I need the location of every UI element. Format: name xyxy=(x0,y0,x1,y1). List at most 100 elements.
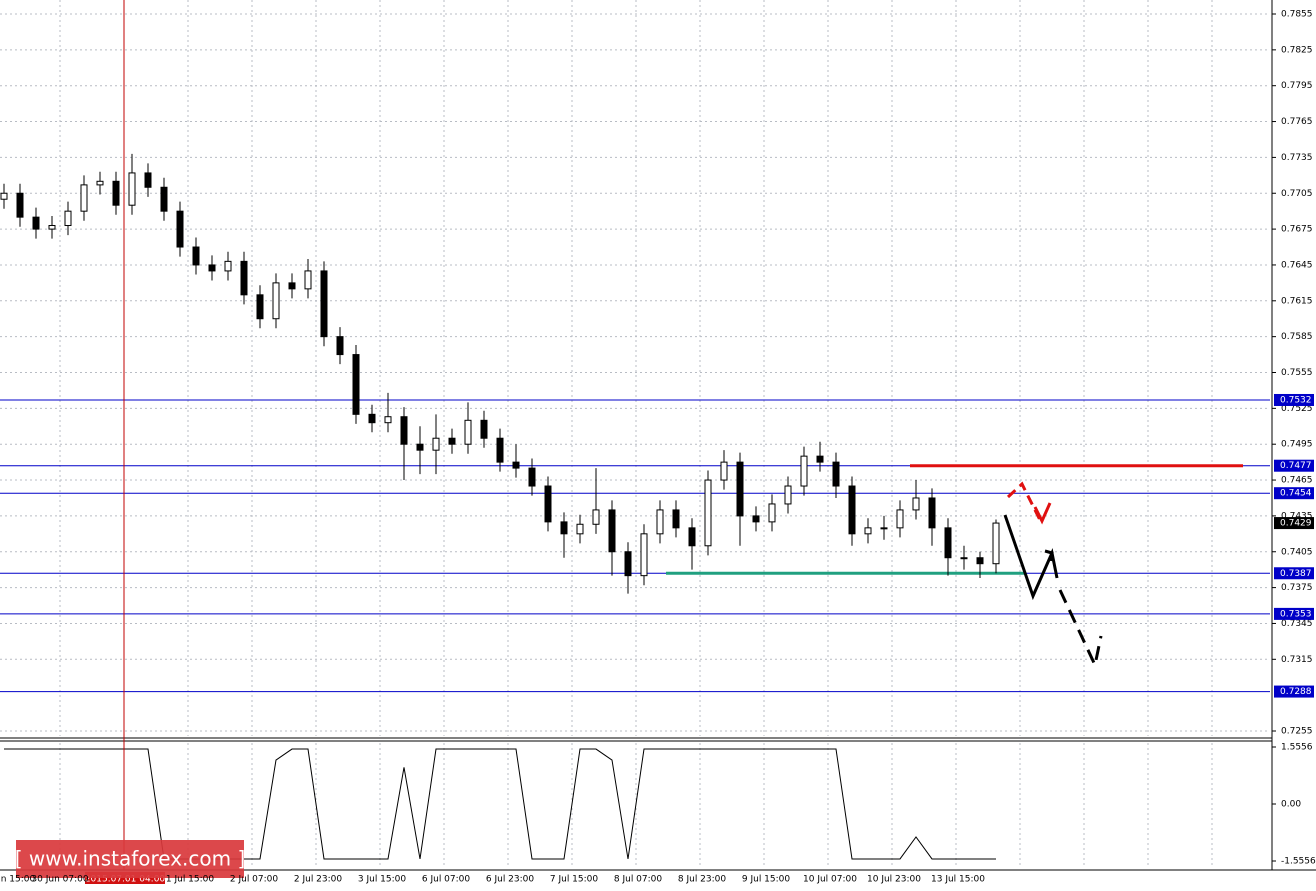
candle-body xyxy=(256,294,264,320)
candle-body xyxy=(352,354,360,415)
candle-body xyxy=(704,479,712,547)
y-tick-label: 0.00 xyxy=(1281,800,1301,810)
watermark-box xyxy=(16,840,244,878)
candle-body xyxy=(832,461,840,487)
x-tick-label: 10 Jul 07:00 xyxy=(803,875,857,885)
candle-body xyxy=(112,180,120,206)
candle-body xyxy=(784,485,792,505)
candle-body xyxy=(464,419,472,445)
candle-body xyxy=(752,515,760,523)
x-tick-label: 3 Jul 15:00 xyxy=(358,875,407,885)
candle-body xyxy=(272,282,280,320)
level-label-box xyxy=(1274,487,1314,500)
candle-body xyxy=(864,527,872,535)
candle-body xyxy=(80,184,88,212)
level-label: 0.7532 xyxy=(1280,395,1312,405)
candle-body xyxy=(816,455,824,463)
candle-body xyxy=(96,180,104,186)
y-tick-label: 1.5556 xyxy=(1281,743,1313,753)
alt-arrow xyxy=(1006,481,1042,521)
candle-body xyxy=(992,522,1000,565)
candle-body xyxy=(928,497,936,529)
candle-body xyxy=(896,509,904,529)
forecast-arrow-head xyxy=(1044,549,1054,562)
y-tick-label: 0.7345 xyxy=(1281,619,1313,629)
level-label: 0.7387 xyxy=(1280,569,1312,579)
candle-body xyxy=(32,216,40,230)
level-label: 0.7353 xyxy=(1280,609,1312,619)
candle-body xyxy=(208,264,216,272)
y-tick-label: 0.7315 xyxy=(1281,655,1313,665)
candle-body xyxy=(160,186,168,212)
candle-body xyxy=(320,270,328,338)
candle-body xyxy=(608,509,616,553)
candle-body xyxy=(64,210,72,227)
candle-body xyxy=(912,497,920,511)
y-tick-label: 0.7525 xyxy=(1281,404,1313,414)
y-tick-label: 0.7435 xyxy=(1281,511,1313,521)
candle-body xyxy=(960,557,968,560)
plot xyxy=(0,153,1270,860)
candle-body xyxy=(944,527,952,559)
level-label-box xyxy=(1274,567,1314,580)
x-tick-label: 6 Jul 23:00 xyxy=(486,875,535,885)
candle-body xyxy=(16,192,24,218)
y-tick-label: 0.7555 xyxy=(1281,368,1313,378)
candle-body xyxy=(336,336,344,356)
candle-body xyxy=(416,443,424,451)
y-tick-label: 0.7375 xyxy=(1281,583,1313,593)
x-tick-label: 10 Jul 23:00 xyxy=(867,875,921,885)
candle-body xyxy=(192,246,200,266)
candle-body xyxy=(768,503,776,523)
x-tick-label: 9 Jul 15:00 xyxy=(742,875,791,885)
alt-arrow-head xyxy=(1033,502,1052,525)
level-label-box xyxy=(1274,459,1314,472)
y-tick-label: 0.7675 xyxy=(1281,225,1313,235)
candle-body xyxy=(304,270,312,290)
candle-body xyxy=(176,210,184,248)
y-tick-label: 0.7495 xyxy=(1281,440,1313,450)
y-tick-label: 0.7405 xyxy=(1281,547,1313,557)
candle-body xyxy=(800,455,808,487)
y-tick-label: 0.7585 xyxy=(1281,332,1313,342)
candle-body xyxy=(736,461,744,517)
candle-body xyxy=(480,419,488,439)
x-tick-label: 7 Jul 15:00 xyxy=(550,875,599,885)
forecast-arrow xyxy=(1058,589,1103,670)
candle-body xyxy=(224,260,232,272)
current-price-label: 0.7429 xyxy=(1280,519,1312,529)
x-tick-label: 30 Jun 07:00 xyxy=(31,875,88,885)
y-tick-label: 0.7765 xyxy=(1281,117,1313,127)
level-label: 0.7477 xyxy=(1280,461,1312,471)
candle-body xyxy=(848,485,856,535)
y-tick-label: 0.7735 xyxy=(1281,153,1313,163)
candle-body xyxy=(640,533,648,577)
candle-body xyxy=(400,416,408,445)
x-tick-label: 2 Jul 23:00 xyxy=(294,875,343,885)
candle-body xyxy=(48,225,56,230)
level-label: 0.7454 xyxy=(1280,489,1312,499)
candle-body xyxy=(656,509,664,535)
candle-body xyxy=(880,527,888,530)
candle-body xyxy=(544,485,552,523)
y-tick-label: 0.7615 xyxy=(1281,296,1313,306)
candle-body xyxy=(368,413,376,424)
candle-body xyxy=(496,437,504,463)
level-label-box xyxy=(1274,685,1314,698)
candle-body xyxy=(448,437,456,445)
level-label-box xyxy=(1274,393,1314,406)
y-tick-label: 0.7705 xyxy=(1281,189,1313,199)
watermark: [ www.instaforex.com ] xyxy=(15,847,246,871)
y-tick-label: 0.7645 xyxy=(1281,260,1313,270)
x-tick-label: n 15:00 xyxy=(1,875,36,885)
current-price-box xyxy=(1274,517,1314,530)
candle-body xyxy=(384,416,392,424)
candle-body xyxy=(720,461,728,481)
candle-body xyxy=(528,467,536,487)
y-tick-label: 0.7855 xyxy=(1281,10,1313,20)
candle-body xyxy=(0,192,8,200)
candle-body xyxy=(976,557,984,565)
candle-body xyxy=(288,282,296,290)
